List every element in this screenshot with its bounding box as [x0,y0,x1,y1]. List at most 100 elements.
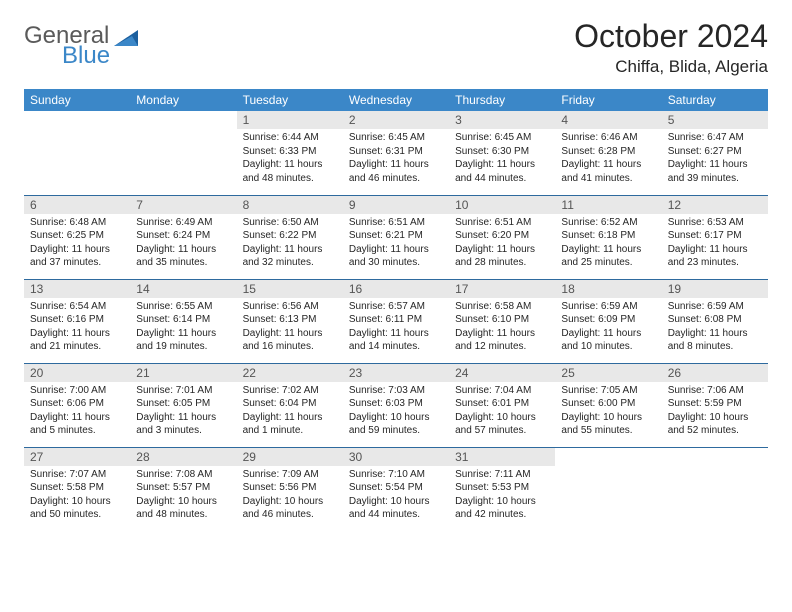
day-number: 26 [662,364,768,382]
day-number: 1 [237,111,343,129]
day-number: 19 [662,280,768,298]
day-number: 31 [449,448,555,466]
calendar-day-cell: 19Sunrise: 6:59 AMSunset: 6:08 PMDayligh… [662,279,768,363]
day-number: 6 [24,196,130,214]
day-details: Sunrise: 6:53 AMSunset: 6:17 PMDaylight:… [662,214,768,274]
calendar-day-cell: 9Sunrise: 6:51 AMSunset: 6:21 PMDaylight… [343,195,449,279]
day-number: 18 [555,280,661,298]
day-details: Sunrise: 6:46 AMSunset: 6:28 PMDaylight:… [555,129,661,189]
weekday-header: Tuesday [237,89,343,111]
day-number: 12 [662,196,768,214]
day-number: 13 [24,280,130,298]
calendar-week-row: 0 0 1Sunrise: 6:44 AMSunset: 6:33 PMDayl… [24,111,768,195]
day-details: Sunrise: 7:06 AMSunset: 5:59 PMDaylight:… [662,382,768,442]
day-number: 21 [130,364,236,382]
weekday-header: Saturday [662,89,768,111]
calendar-day-cell: 17Sunrise: 6:58 AMSunset: 6:10 PMDayligh… [449,279,555,363]
day-details: Sunrise: 6:48 AMSunset: 6:25 PMDaylight:… [24,214,130,274]
day-number: 27 [24,448,130,466]
day-number: 22 [237,364,343,382]
calendar-day-cell: 28Sunrise: 7:08 AMSunset: 5:57 PMDayligh… [130,447,236,531]
location-text: Chiffa, Blida, Algeria [574,57,768,77]
day-number: 9 [343,196,449,214]
day-number: 25 [555,364,661,382]
day-details: Sunrise: 6:59 AMSunset: 6:08 PMDaylight:… [662,298,768,358]
day-details: Sunrise: 6:51 AMSunset: 6:20 PMDaylight:… [449,214,555,274]
calendar-day-cell: 2Sunrise: 6:45 AMSunset: 6:31 PMDaylight… [343,111,449,195]
calendar-day-cell: 0 [662,447,768,531]
calendar-week-row: 20Sunrise: 7:00 AMSunset: 6:06 PMDayligh… [24,363,768,447]
calendar-day-cell: 7Sunrise: 6:49 AMSunset: 6:24 PMDaylight… [130,195,236,279]
calendar-day-cell: 10Sunrise: 6:51 AMSunset: 6:20 PMDayligh… [449,195,555,279]
day-number: 10 [449,196,555,214]
day-details: Sunrise: 6:56 AMSunset: 6:13 PMDaylight:… [237,298,343,358]
day-details: Sunrise: 6:58 AMSunset: 6:10 PMDaylight:… [449,298,555,358]
calendar-day-cell: 23Sunrise: 7:03 AMSunset: 6:03 PMDayligh… [343,363,449,447]
calendar-day-cell: 16Sunrise: 6:57 AMSunset: 6:11 PMDayligh… [343,279,449,363]
day-number: 24 [449,364,555,382]
calendar-day-cell: 20Sunrise: 7:00 AMSunset: 6:06 PMDayligh… [24,363,130,447]
page-header: General Blue October 2024 Chiffa, Blida,… [24,18,768,77]
calendar-day-cell: 4Sunrise: 6:46 AMSunset: 6:28 PMDaylight… [555,111,661,195]
day-number: 4 [555,111,661,129]
calendar-day-cell: 0 [555,447,661,531]
day-details: Sunrise: 6:47 AMSunset: 6:27 PMDaylight:… [662,129,768,189]
calendar-day-cell: 13Sunrise: 6:54 AMSunset: 6:16 PMDayligh… [24,279,130,363]
calendar-day-cell: 11Sunrise: 6:52 AMSunset: 6:18 PMDayligh… [555,195,661,279]
calendar-day-cell: 0 [24,111,130,195]
calendar-day-cell: 27Sunrise: 7:07 AMSunset: 5:58 PMDayligh… [24,447,130,531]
weekday-header: Thursday [449,89,555,111]
calendar-week-row: 13Sunrise: 6:54 AMSunset: 6:16 PMDayligh… [24,279,768,363]
day-number: 15 [237,280,343,298]
weekday-header: Friday [555,89,661,111]
day-details: Sunrise: 7:10 AMSunset: 5:54 PMDaylight:… [343,466,449,526]
calendar-body: 0 0 1Sunrise: 6:44 AMSunset: 6:33 PMDayl… [24,111,768,531]
day-details: Sunrise: 6:44 AMSunset: 6:33 PMDaylight:… [237,129,343,189]
calendar-week-row: 27Sunrise: 7:07 AMSunset: 5:58 PMDayligh… [24,447,768,531]
day-number: 3 [449,111,555,129]
day-number: 28 [130,448,236,466]
calendar-day-cell: 18Sunrise: 6:59 AMSunset: 6:09 PMDayligh… [555,279,661,363]
day-details: Sunrise: 6:55 AMSunset: 6:14 PMDaylight:… [130,298,236,358]
calendar-week-row: 6Sunrise: 6:48 AMSunset: 6:25 PMDaylight… [24,195,768,279]
calendar-day-cell: 25Sunrise: 7:05 AMSunset: 6:00 PMDayligh… [555,363,661,447]
day-details: Sunrise: 6:45 AMSunset: 6:31 PMDaylight:… [343,129,449,189]
weekday-header-row: SundayMondayTuesdayWednesdayThursdayFrid… [24,89,768,111]
day-number: 16 [343,280,449,298]
day-number: 30 [343,448,449,466]
calendar-day-cell: 0 [130,111,236,195]
calendar-day-cell: 26Sunrise: 7:06 AMSunset: 5:59 PMDayligh… [662,363,768,447]
day-details: Sunrise: 6:52 AMSunset: 6:18 PMDaylight:… [555,214,661,274]
day-number: 14 [130,280,236,298]
day-details: Sunrise: 7:03 AMSunset: 6:03 PMDaylight:… [343,382,449,442]
day-number: 5 [662,111,768,129]
day-number: 17 [449,280,555,298]
day-number: 23 [343,364,449,382]
title-block: October 2024 Chiffa, Blida, Algeria [574,18,768,77]
day-details: Sunrise: 7:00 AMSunset: 6:06 PMDaylight:… [24,382,130,442]
weekday-header: Monday [130,89,236,111]
day-number: 8 [237,196,343,214]
day-details: Sunrise: 7:07 AMSunset: 5:58 PMDaylight:… [24,466,130,526]
calendar-day-cell: 12Sunrise: 6:53 AMSunset: 6:17 PMDayligh… [662,195,768,279]
calendar-day-cell: 29Sunrise: 7:09 AMSunset: 5:56 PMDayligh… [237,447,343,531]
day-details: Sunrise: 7:09 AMSunset: 5:56 PMDaylight:… [237,466,343,526]
day-number: 11 [555,196,661,214]
calendar-day-cell: 8Sunrise: 6:50 AMSunset: 6:22 PMDaylight… [237,195,343,279]
calendar-day-cell: 6Sunrise: 6:48 AMSunset: 6:25 PMDaylight… [24,195,130,279]
day-details: Sunrise: 6:51 AMSunset: 6:21 PMDaylight:… [343,214,449,274]
logo-triangle-icon [114,28,140,53]
weekday-header: Wednesday [343,89,449,111]
day-details: Sunrise: 6:45 AMSunset: 6:30 PMDaylight:… [449,129,555,189]
calendar-day-cell: 5Sunrise: 6:47 AMSunset: 6:27 PMDaylight… [662,111,768,195]
day-details: Sunrise: 7:04 AMSunset: 6:01 PMDaylight:… [449,382,555,442]
calendar-day-cell: 3Sunrise: 6:45 AMSunset: 6:30 PMDaylight… [449,111,555,195]
month-title: October 2024 [574,18,768,55]
day-number: 2 [343,111,449,129]
day-details: Sunrise: 7:08 AMSunset: 5:57 PMDaylight:… [130,466,236,526]
day-number: 7 [130,196,236,214]
day-details: Sunrise: 6:50 AMSunset: 6:22 PMDaylight:… [237,214,343,274]
calendar-day-cell: 22Sunrise: 7:02 AMSunset: 6:04 PMDayligh… [237,363,343,447]
weekday-header: Sunday [24,89,130,111]
day-details: Sunrise: 6:57 AMSunset: 6:11 PMDaylight:… [343,298,449,358]
